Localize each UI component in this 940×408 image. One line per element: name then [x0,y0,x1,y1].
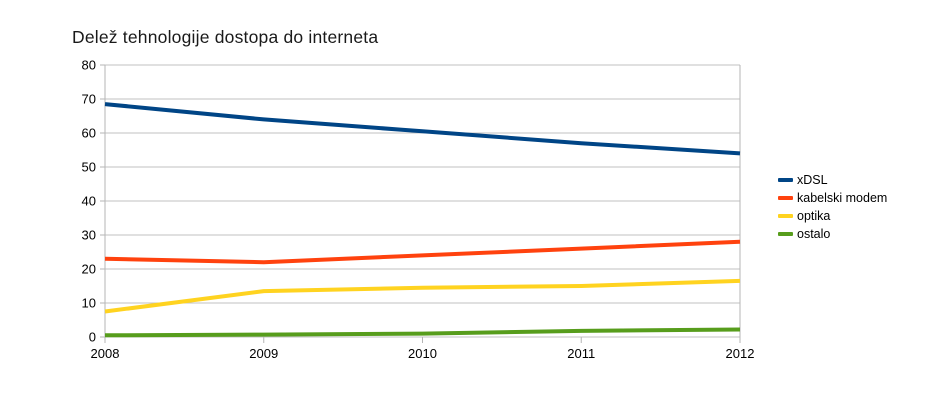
series-line-optika [104,278,741,314]
y-tick-label: 40 [82,194,96,209]
y-tick-label: 60 [82,126,96,141]
series-line-ostalo [104,327,741,338]
series-line-kabelski-modem [104,239,741,265]
y-tick-label: 70 [82,92,96,107]
legend-label: ostalo [797,227,831,241]
legend-swatch-kabelski-modem [778,196,793,200]
x-tick-label: 2012 [726,346,755,361]
y-tick-label: 10 [82,296,96,311]
legend-item-ostalo: ostalo [778,225,887,243]
legend-swatch-ostalo [778,232,793,236]
x-tick-label: 2010 [408,346,437,361]
legend-label: xDSL [797,173,828,187]
y-tick-label: 50 [82,160,96,175]
chart-title: Delež tehnologije dostopa do interneta [72,27,379,47]
legend-item-kabelski-modem: kabelski modem [778,189,887,207]
y-tick-label: 0 [89,330,96,345]
y-tick-label: 80 [82,58,96,73]
legend-label: kabelski modem [797,191,888,205]
series-line-xdsl [104,102,741,156]
legend: xDSL kabelski modem optika ostalo [778,171,887,243]
legend-swatch-optika [778,214,793,218]
x-tick-label: 2009 [249,346,278,361]
legend-swatch-xdsl [778,178,793,182]
x-tick-label: 2008 [91,346,120,361]
x-tick-label: 2011 [567,346,595,361]
legend-item-optika: optika [778,207,887,225]
y-tick-label: 20 [82,262,96,277]
legend-label: optika [797,209,831,223]
y-tick-label: 30 [82,228,96,243]
legend-item-xdsl: xDSL [778,171,887,189]
